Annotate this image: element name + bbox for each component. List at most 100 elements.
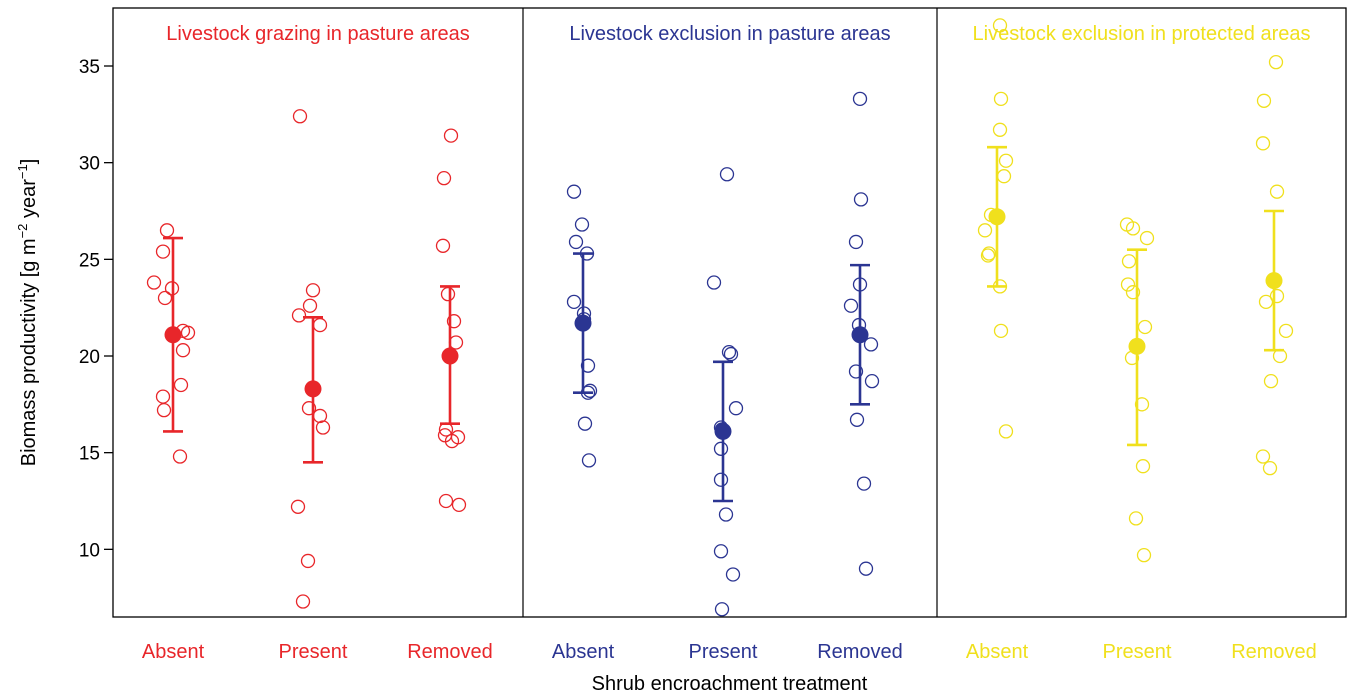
y-tick-label: 20	[79, 347, 100, 368]
data-point	[1262, 460, 1278, 476]
mean-marker	[304, 380, 322, 398]
data-point	[996, 169, 1012, 184]
data-point	[1125, 221, 1141, 236]
data-point	[864, 373, 880, 389]
data-point	[577, 416, 593, 431]
mean-marker	[441, 347, 459, 365]
data-point	[446, 314, 462, 329]
data-point	[1121, 254, 1137, 269]
data-point	[998, 424, 1014, 439]
data-point	[440, 286, 456, 302]
data-point	[843, 298, 859, 313]
data-point	[1125, 285, 1141, 300]
data-point	[863, 337, 879, 352]
data-point	[146, 275, 162, 290]
plot-frame	[112, 7, 1347, 618]
y-axis-title-end: ]	[18, 159, 40, 165]
data-point	[713, 472, 729, 487]
data-point	[1263, 373, 1279, 389]
data-point	[706, 275, 722, 290]
data-point	[292, 109, 308, 124]
data-point	[721, 344, 737, 360]
data-point	[312, 317, 328, 333]
x-category-label: Present	[689, 641, 758, 663]
data-point	[443, 128, 459, 143]
y-axis-title-sup1: −2	[15, 224, 30, 239]
data-point	[436, 170, 452, 186]
group-absent: Absent	[142, 223, 205, 663]
panel-1: Livestock grazing in pasture areas Absent…	[142, 23, 493, 663]
data-point	[856, 476, 872, 491]
panel-dividers	[522, 8, 938, 617]
y-tick-label: 15	[79, 444, 100, 465]
data-point	[312, 408, 328, 424]
y-axis-title-sup2: −1	[15, 164, 30, 179]
data-point	[435, 238, 451, 253]
x-category-label: Removed	[1231, 641, 1317, 663]
y-axis-title-main: Biomass productivity [g m	[18, 238, 40, 466]
data-point	[157, 290, 173, 306]
data-point	[438, 493, 454, 509]
data-point	[719, 167, 735, 182]
data-point	[728, 401, 744, 416]
group-removed: Removed	[407, 128, 493, 663]
data-point	[714, 602, 730, 617]
mean-marker	[1128, 337, 1146, 355]
data-point	[302, 298, 318, 313]
data-point	[992, 122, 1008, 137]
data-point	[848, 234, 864, 250]
mean-marker	[574, 314, 592, 332]
data-point	[155, 244, 171, 259]
data-point	[1134, 397, 1150, 412]
data-point	[580, 358, 596, 373]
data-point	[1139, 230, 1155, 246]
panel-title: Livestock exclusion in pasture areas	[569, 23, 890, 45]
group-present: Present	[279, 109, 348, 663]
x-category-label: Present	[1103, 641, 1172, 663]
data-point	[998, 153, 1014, 168]
data-point	[448, 335, 464, 350]
x-axis-title: Shrub encroachment treatment	[592, 673, 868, 694]
data-point	[156, 402, 172, 418]
data-point	[1258, 294, 1274, 310]
y-axis-title: Biomass productivity [g m−2 year−1]	[15, 159, 40, 467]
x-category-label: Absent	[142, 641, 205, 663]
data-point	[725, 567, 741, 582]
mean-marker	[714, 422, 732, 440]
data-point	[568, 234, 584, 250]
data-point	[853, 192, 869, 207]
data-point	[858, 561, 874, 576]
data-point	[1128, 511, 1144, 526]
data-point	[1269, 184, 1285, 199]
data-point	[305, 283, 321, 298]
data-point	[173, 377, 189, 393]
group-present: Present	[689, 167, 758, 663]
panel-3: Livestock exclusion in protected areas Ab…	[966, 18, 1317, 663]
panel-2: Livestock exclusion in pasture areas Abse…	[552, 23, 903, 663]
group-absent: Absent	[966, 18, 1029, 663]
data-point	[993, 91, 1009, 107]
data-point	[290, 499, 306, 514]
y-axis-title-mid: year	[18, 179, 40, 224]
data-point	[1255, 449, 1271, 464]
data-point	[848, 364, 864, 379]
data-point	[159, 223, 175, 238]
data-point	[180, 325, 196, 340]
data-point	[175, 343, 191, 358]
data-point	[1137, 319, 1153, 335]
data-point	[713, 544, 729, 559]
x-category-label: Removed	[407, 641, 493, 663]
data-point	[1256, 93, 1272, 108]
panels-layer: Livestock grazing in pasture areas Absent…	[142, 18, 1317, 663]
data-point	[155, 389, 171, 404]
y-tick-label: 25	[79, 250, 100, 271]
data-point	[300, 553, 316, 569]
data-point	[852, 91, 868, 107]
data-point	[849, 412, 865, 427]
data-point	[1278, 323, 1294, 339]
group-removed: Removed	[817, 91, 903, 663]
data-point	[1135, 459, 1151, 474]
data-point	[451, 497, 467, 513]
y-axis: 10 15 20 25 30 35	[79, 57, 113, 561]
